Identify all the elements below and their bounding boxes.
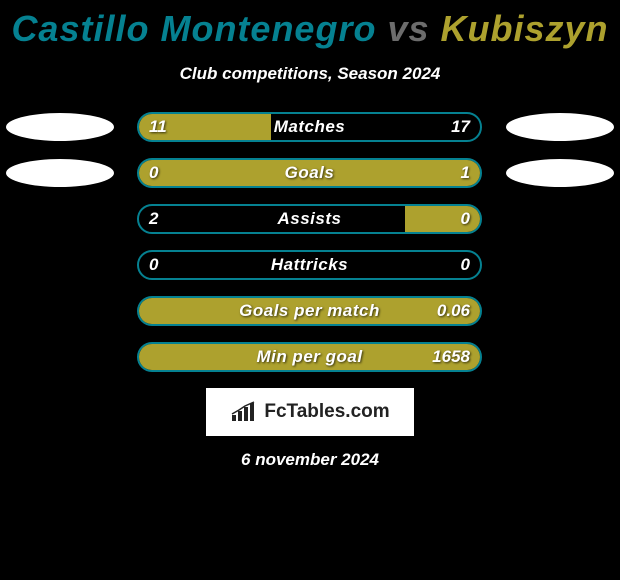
stat-row: 1658Min per goal (0, 342, 620, 372)
page-title: Castillo Montenegro vs Kubiszyn (0, 0, 620, 50)
stat-label: Assists (139, 206, 480, 232)
logo-box: FcTables.com (206, 388, 414, 436)
stat-row: 00Hattricks (0, 250, 620, 280)
flag-left (6, 113, 114, 141)
stat-bar-track: 00Hattricks (137, 250, 482, 280)
comparison-chart: 1117Matches 01Goals 20Assists 00Hattricks 0.… (0, 112, 620, 372)
stat-label: Min per goal (139, 344, 480, 370)
stat-bar-track: 20Assists (137, 204, 482, 234)
player2-name: Kubiszyn (441, 8, 609, 49)
stat-bar-track: 0.06Goals per match (137, 296, 482, 326)
stat-bar-track: 1658Min per goal (137, 342, 482, 372)
player1-name: Castillo Montenegro (11, 8, 376, 49)
stat-bar-track: 01Goals (137, 158, 482, 188)
date-text: 6 november 2024 (0, 450, 620, 470)
flag-left (6, 159, 114, 187)
stat-row: 20Assists (0, 204, 620, 234)
stat-label: Goals per match (139, 298, 480, 324)
stat-row: 0.06Goals per match (0, 296, 620, 326)
stat-label: Matches (139, 114, 480, 140)
stat-row: 01Goals (0, 158, 620, 188)
flag-right (506, 159, 614, 187)
subtitle: Club competitions, Season 2024 (0, 64, 620, 84)
chart-icon (230, 401, 258, 423)
stat-label: Hattricks (139, 252, 480, 278)
stat-label: Goals (139, 160, 480, 186)
stat-bar-track: 1117Matches (137, 112, 482, 142)
vs-text: vs (387, 8, 429, 49)
stat-row: 1117Matches (0, 112, 620, 142)
flag-right (506, 113, 614, 141)
logo-text: FcTables.com (264, 401, 389, 423)
